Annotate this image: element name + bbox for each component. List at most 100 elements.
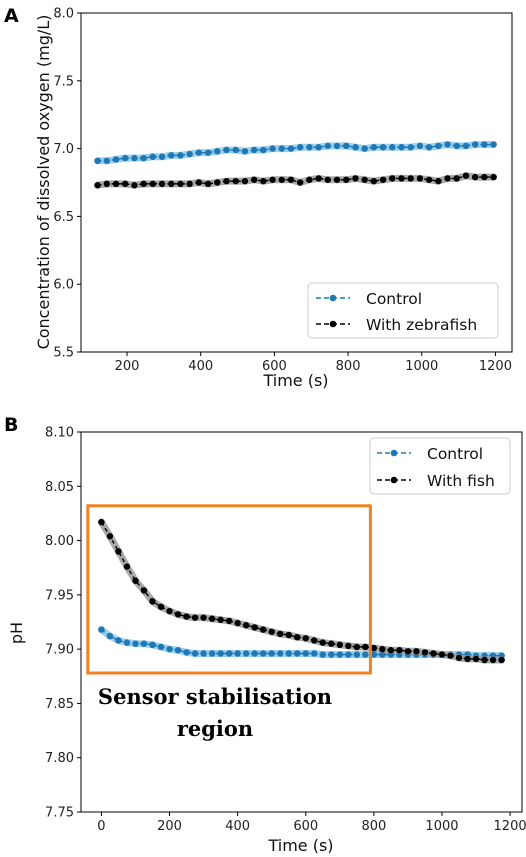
- chart-a-y-tick-label: 6.5: [53, 210, 74, 225]
- chart-a-x-tick-label: 400: [188, 359, 213, 374]
- chart-b-series-fish-point: [140, 587, 148, 594]
- chart-a-series-zebrafish-point: [416, 175, 424, 182]
- chart-b-series-fish-point: [217, 616, 224, 624]
- chart-a-series-zebrafish-point: [444, 175, 451, 182]
- chart-a-series-control-point: [103, 157, 110, 164]
- chart-b-series-fish-point: [336, 641, 344, 648]
- chart-b-x-tick-label: 400: [225, 819, 250, 834]
- chart-a-series-control-point: [352, 144, 359, 151]
- chart-b-series-control-point: [183, 649, 190, 656]
- chart-a-series-control-point: [315, 144, 322, 151]
- chart-a-series-zebrafish-point: [94, 182, 101, 189]
- chart-b-series-control-point: [98, 626, 105, 633]
- chart-a-series-zebrafish-point: [204, 180, 212, 188]
- chart-b-series-control-point: [200, 650, 207, 657]
- chart-a-series-zebrafish-point: [306, 176, 313, 183]
- chart-a-series-zebrafish-point: [379, 176, 387, 183]
- chart-a-series-zebrafish-point: [131, 182, 138, 189]
- chart-b-series-fish-point: [242, 622, 250, 629]
- chart-b-series-control-point: [157, 643, 165, 651]
- chart-b-legend-control-label: Control: [427, 445, 483, 463]
- chart-b: 0 200 400 600 800 1000 1200 7.757.807.857.907.…: [7, 426, 526, 856]
- chart-b-series: [97, 518, 506, 664]
- chart-a-series-zebrafish-point: [140, 180, 147, 188]
- chart-b-series-fish-point: [115, 548, 122, 555]
- chart-a-series-zebrafish-point: [186, 180, 193, 188]
- chart-a-series-control-point: [389, 144, 396, 151]
- chart-b-y-tick-label: 7.95: [45, 588, 74, 603]
- chart-b-series-fish-point: [362, 643, 369, 651]
- chart-a-series-zebrafish-point: [260, 177, 267, 185]
- chart-a-series-zebrafish-point: [315, 175, 322, 182]
- chart-a-series-control-point: [444, 141, 451, 148]
- chart-b-series-control-point: [132, 640, 139, 647]
- chart-a-series-control-point: [168, 152, 175, 159]
- chart-a-series-control-point: [324, 142, 332, 150]
- chart-b-y-tick-label: 7.90: [45, 643, 74, 658]
- chart-b-series-fish-point: [311, 637, 318, 644]
- chart-a-series-zebrafish-point: [269, 176, 276, 183]
- chart-a-series-control-point: [343, 142, 350, 150]
- chart-a-series-control-point: [453, 142, 460, 150]
- chart-a-series-zebrafish-point: [462, 172, 470, 179]
- chart-a-series-control-point: [462, 142, 470, 150]
- chart-b-series-control-point: [174, 647, 182, 654]
- chart-b-series-control-point: [191, 650, 199, 657]
- chart-a-series-zebrafish-point: [223, 177, 230, 185]
- chart-a-series-control-point: [250, 146, 258, 154]
- chart-b-series-fish-point: [455, 654, 463, 662]
- chart-a-series-control-point: [241, 148, 249, 155]
- chart-b-series-control-point: [336, 651, 344, 658]
- chart-a-series-control-point: [407, 144, 414, 151]
- chart-b-series-fish-point: [438, 651, 446, 658]
- chart-b-series-fish-point: [345, 642, 352, 650]
- chart-a-series-zebrafish-point: [343, 176, 350, 183]
- chart-a-series-control-point: [149, 153, 157, 160]
- chart-a-series-control-point: [425, 144, 433, 151]
- chart-a-series-zebrafish-point: [361, 176, 368, 183]
- chart-a-series-control-point: [370, 144, 378, 151]
- chart-b-legend-fish-label: With fish: [427, 472, 495, 490]
- chart-b-series-fish-point: [234, 619, 241, 627]
- chart-a-series-zebrafish-point: [241, 177, 249, 185]
- chart-b-series-fish-point: [251, 624, 258, 631]
- chart-b-series-fish-point: [489, 656, 497, 664]
- chart-a-series-zebrafish-point: [389, 175, 396, 182]
- chart-b-series-fish-point: [277, 630, 284, 638]
- chart-a-series-zebrafish-point: [278, 176, 285, 183]
- chart-a-series-zebrafish-point: [250, 176, 258, 183]
- chart-a-series-control-point: [398, 144, 405, 151]
- chart-b-series-fish-point: [319, 639, 326, 646]
- chart-a-x-tick-label: 600: [262, 359, 287, 374]
- chart-b-legend-fish-marker: [390, 476, 398, 484]
- chart-a-series-zebrafish-point: [324, 176, 332, 183]
- chart-a: 200 400 600 800 1000 1200 5.56.06.57.07.58.0 …: [34, 7, 513, 390]
- chart-a-series-control-point: [186, 150, 193, 158]
- chart-b-series-control-point: [140, 640, 148, 647]
- chart-b-series-control-point: [115, 637, 122, 644]
- chart-b-series-control-point: [123, 639, 131, 646]
- chart-a-series-zebrafish-point: [453, 175, 460, 182]
- chart-a-series-zebrafish-point: [296, 179, 304, 186]
- chart-b-series-fish-point: [98, 518, 105, 526]
- chart-b-series-fish-point: [149, 598, 156, 605]
- chart-b-series-control-point: [149, 641, 156, 648]
- chart-b-series-fish-point: [106, 533, 114, 540]
- chart-b-series-control-point: [166, 645, 173, 653]
- chart-a-series-zebrafish-point: [112, 180, 120, 188]
- chart-a-series-zebrafish-point: [471, 173, 479, 181]
- chart-b-series-control-point: [277, 650, 284, 657]
- chart-a-y-tick-label: 6.0: [53, 278, 74, 293]
- chart-b-series-fish-point: [481, 656, 488, 664]
- chart-a-legend-zebrafish-marker: [329, 320, 337, 328]
- chart-a-series-zebrafish-point: [149, 180, 157, 188]
- chart-b-series-control-point: [242, 650, 250, 657]
- chart-b-x-ticks: 0 200 400 600 800 1000 1200: [97, 812, 526, 834]
- chart-b-series-fish-point: [123, 563, 131, 570]
- chart-a-x-tick-label: 1200: [479, 359, 512, 374]
- chart-a-series-control-point: [94, 157, 101, 164]
- chart-b-legend-control-marker: [390, 449, 398, 457]
- chart-b-series-control-point: [208, 650, 216, 657]
- chart-b-x-tick-label: 0: [97, 819, 105, 834]
